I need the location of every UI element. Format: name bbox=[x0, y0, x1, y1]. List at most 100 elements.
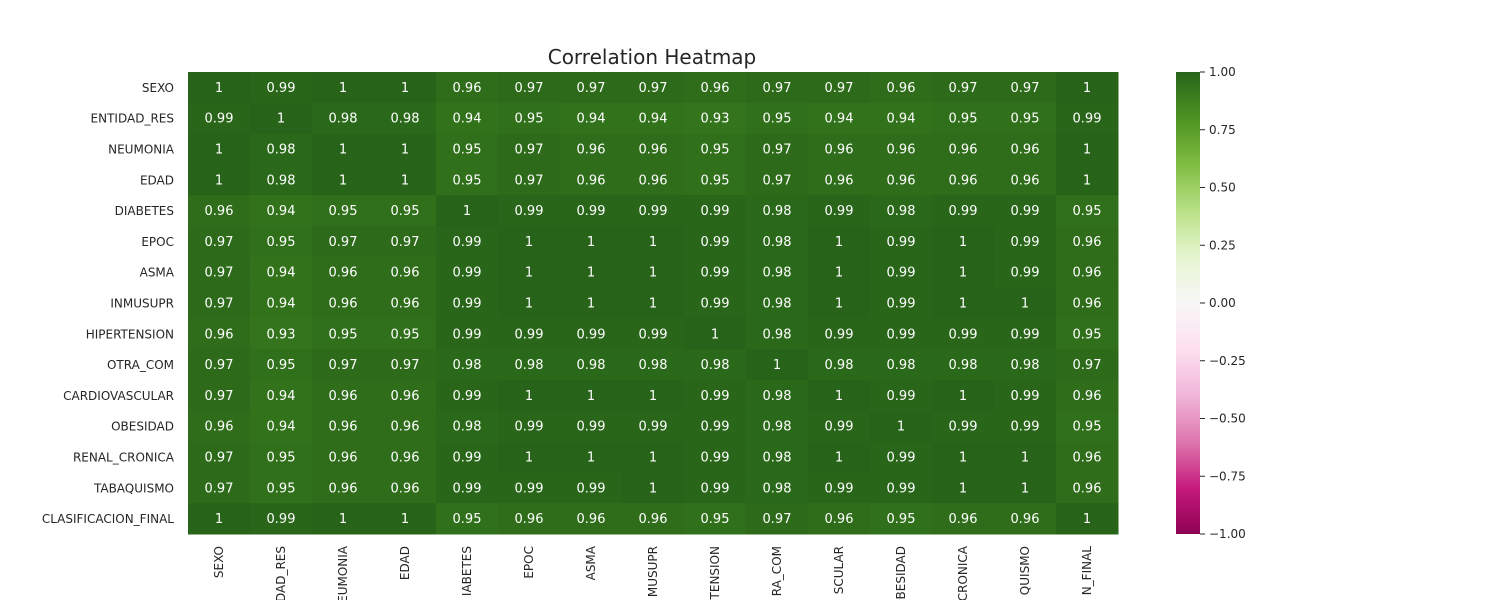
heatmap-cell bbox=[1056, 441, 1119, 473]
cell-value-label: 0.99 bbox=[701, 204, 730, 219]
cell-value-label: 0.97 bbox=[329, 358, 358, 373]
cell-value-label: 0.98 bbox=[825, 358, 854, 373]
cell-value-label: 0.97 bbox=[515, 173, 544, 188]
heatmap-cell bbox=[560, 503, 623, 535]
heatmap-cell bbox=[374, 380, 437, 412]
cell-value-label: 1 bbox=[587, 389, 595, 404]
cell-value-label: 1 bbox=[959, 481, 967, 496]
heatmap-cell bbox=[188, 287, 251, 319]
cell-value-label: 0.96 bbox=[639, 173, 668, 188]
cell-value-label: 0.96 bbox=[329, 389, 358, 404]
cell-value-label: 0.99 bbox=[701, 451, 730, 466]
cell-value-label: 0.99 bbox=[1011, 204, 1040, 219]
heatmap-cell bbox=[746, 164, 809, 196]
cell-value-label: 0.97 bbox=[205, 297, 234, 312]
heatmap-cell bbox=[188, 349, 251, 381]
heatmap-cell bbox=[870, 287, 933, 319]
heatmap-cell bbox=[250, 72, 313, 104]
heatmap-cell bbox=[684, 164, 747, 196]
cell-value-label: 1 bbox=[649, 235, 657, 250]
heatmap-cell bbox=[684, 380, 747, 412]
cell-value-label: 0.99 bbox=[887, 266, 916, 281]
cell-value-label: 0.98 bbox=[267, 143, 296, 158]
cell-value-label: 0.99 bbox=[639, 420, 668, 435]
cell-value-label: 1 bbox=[959, 451, 967, 466]
heatmap-cell bbox=[312, 226, 375, 258]
heatmap-cell bbox=[498, 410, 561, 443]
cell-value-label: 1 bbox=[959, 235, 967, 250]
heatmap-cell bbox=[188, 441, 251, 473]
heatmap-cell bbox=[436, 164, 499, 196]
cell-value-label: 0.96 bbox=[887, 81, 916, 96]
y-tick-label: SEXO bbox=[142, 81, 174, 95]
cell-value-label: 0.99 bbox=[825, 204, 854, 219]
cell-value-label: 0.96 bbox=[329, 297, 358, 312]
x-tick-label: SCULAR bbox=[832, 546, 846, 594]
cell-value-label: 0.96 bbox=[205, 420, 234, 435]
heatmap-cell bbox=[188, 318, 251, 350]
cell-value-label: 1 bbox=[1083, 143, 1091, 158]
heatmap-cell bbox=[374, 410, 437, 443]
cell-value-label: 0.99 bbox=[577, 327, 606, 342]
heatmap-cell bbox=[188, 133, 251, 165]
heatmap-cells: 1 0.99 1 1 0.96 0.97 0.97 0.97 0.96 0.97 0.97 0.96 0… bbox=[188, 72, 1119, 535]
heatmap-cell bbox=[498, 226, 561, 258]
cell-value-label: 0.99 bbox=[1011, 235, 1040, 250]
cell-value-label: 0.97 bbox=[1011, 81, 1040, 96]
colorbar-tick-label: 1.00 bbox=[1209, 65, 1236, 79]
heatmap-cell bbox=[498, 318, 561, 350]
cell-value-label: 0.99 bbox=[267, 81, 296, 96]
y-tick-label: CARDIOVASCULAR bbox=[63, 389, 174, 403]
heatmap-cell bbox=[498, 287, 561, 319]
cell-value-label: 0.94 bbox=[267, 204, 296, 219]
cell-value-label: 1 bbox=[215, 173, 223, 188]
x-tick-label: SEXO bbox=[212, 546, 226, 578]
heatmap-cell bbox=[560, 472, 623, 504]
heatmap-cell bbox=[994, 410, 1057, 443]
cell-value-label: 0.96 bbox=[205, 327, 234, 342]
heatmap-cell bbox=[684, 195, 747, 227]
heatmap-cell bbox=[870, 195, 933, 227]
heatmap-cell bbox=[870, 441, 933, 473]
heatmap-cell bbox=[746, 256, 809, 289]
cell-value-label: 0.99 bbox=[577, 481, 606, 496]
heatmap-cell bbox=[746, 133, 809, 165]
cell-value-label: 0.99 bbox=[1073, 112, 1102, 127]
heatmap-cell bbox=[436, 380, 499, 412]
cell-value-label: 0.96 bbox=[1073, 451, 1102, 466]
cell-value-label: 0.99 bbox=[639, 327, 668, 342]
heatmap-cell bbox=[808, 256, 871, 289]
heatmap-cell bbox=[622, 472, 685, 504]
heatmap-cell bbox=[932, 380, 995, 412]
cell-value-label: 0.98 bbox=[763, 204, 792, 219]
cell-value-label: 0.97 bbox=[391, 358, 420, 373]
heatmap-cell bbox=[1056, 164, 1119, 196]
cell-value-label: 0.95 bbox=[763, 112, 792, 127]
cell-value-label: 0.96 bbox=[887, 143, 916, 158]
heatmap-cell bbox=[188, 410, 251, 443]
cell-value-label: 0.96 bbox=[577, 143, 606, 158]
heatmap-cell bbox=[436, 195, 499, 227]
x-tick-label: DAD_RES bbox=[274, 546, 288, 600]
heatmap-cell bbox=[684, 318, 747, 350]
heatmap-cell bbox=[932, 410, 995, 443]
y-tick-label: OTRA_COM bbox=[107, 358, 174, 372]
cell-value-label: 0.94 bbox=[825, 112, 854, 127]
cell-value-label: 0.97 bbox=[949, 81, 978, 96]
heatmap-cell bbox=[436, 349, 499, 381]
heatmap-cell bbox=[1056, 349, 1119, 381]
heatmap-cell bbox=[188, 195, 251, 227]
cell-value-label: 0.99 bbox=[887, 235, 916, 250]
heatmap-cell bbox=[250, 287, 313, 319]
heatmap-cell bbox=[1056, 133, 1119, 165]
cell-value-label: 0.94 bbox=[267, 297, 296, 312]
cell-value-label: 1 bbox=[649, 481, 657, 496]
heatmap-cell bbox=[312, 195, 375, 227]
cell-value-label: 1 bbox=[401, 143, 409, 158]
heatmap-cell bbox=[684, 503, 747, 535]
cell-value-label: 0.99 bbox=[577, 204, 606, 219]
heatmap-cell bbox=[250, 441, 313, 473]
cell-value-label: 1 bbox=[339, 81, 347, 96]
heatmap-cell bbox=[684, 256, 747, 289]
x-tick-label: CRONICA bbox=[956, 545, 970, 600]
